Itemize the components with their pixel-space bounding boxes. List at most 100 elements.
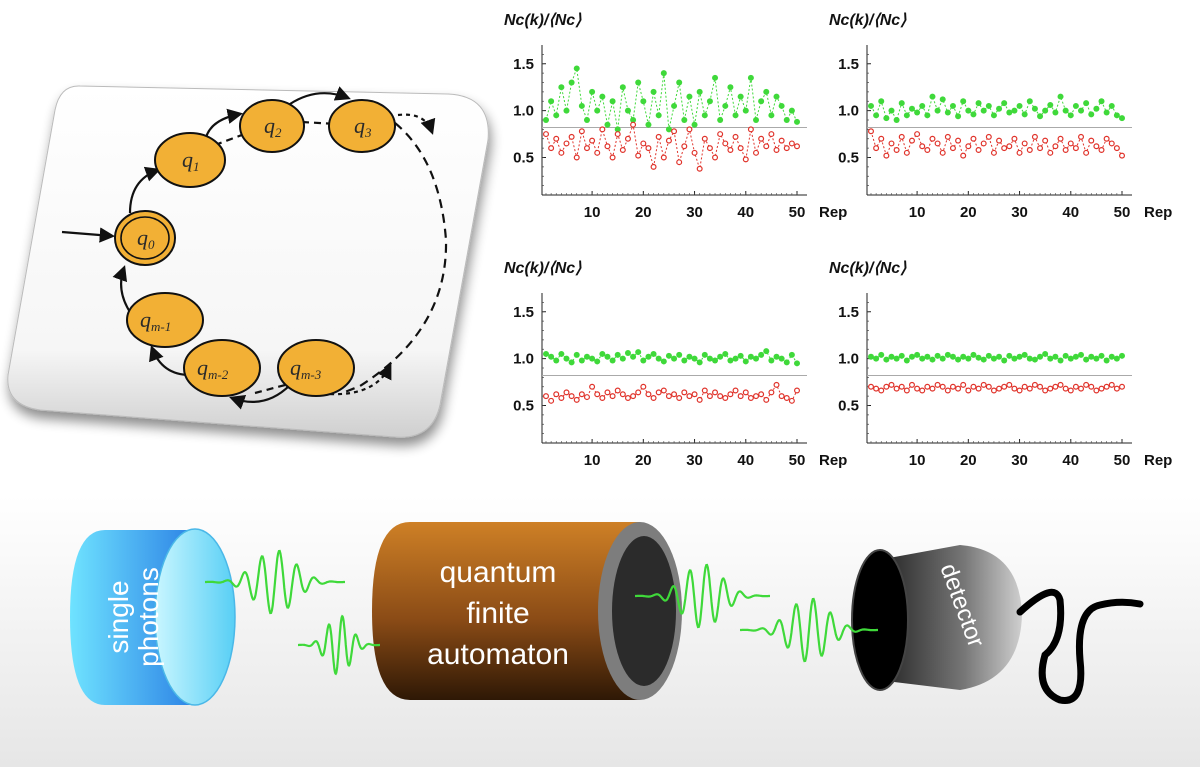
state-q2-label: q2 (264, 113, 282, 140)
data-point (1037, 383, 1044, 390)
data-point (960, 98, 967, 105)
data-point (558, 395, 565, 402)
x-tick-label: 30 (1011, 204, 1028, 221)
data-point (747, 353, 754, 360)
qfa-label-line2: finite (466, 597, 529, 630)
data-point (1047, 385, 1054, 392)
x-tick-label: 40 (737, 452, 754, 469)
data-point (1057, 93, 1064, 100)
data-point (1062, 352, 1069, 359)
data-point (599, 126, 606, 133)
data-point (568, 393, 575, 400)
data-point (883, 356, 890, 363)
data-point (604, 121, 611, 128)
data-point (1078, 351, 1085, 358)
data-point (929, 135, 936, 142)
data-point (1037, 145, 1044, 152)
data-point (706, 393, 713, 400)
data-point (737, 393, 744, 400)
data-point (955, 113, 962, 120)
data-point (929, 356, 936, 363)
data-point (944, 387, 951, 394)
data-point (1042, 137, 1049, 144)
data-point (970, 351, 977, 358)
data-point (1103, 109, 1110, 116)
data-point (1026, 355, 1033, 362)
data-point (655, 112, 662, 119)
data-point (619, 355, 626, 362)
data-point (1021, 111, 1028, 118)
loop-dashed-arc (344, 122, 448, 394)
transition-dashed-qm2-qm3 (254, 383, 286, 395)
data-point (753, 355, 760, 362)
data-point (867, 128, 874, 135)
data-point (1113, 385, 1120, 392)
data-point (712, 74, 719, 81)
data-point (788, 351, 795, 358)
data-point (696, 359, 703, 366)
data-point (583, 353, 590, 360)
data-point (868, 353, 874, 360)
data-point (655, 389, 662, 396)
data-point (548, 145, 555, 152)
data-point (878, 387, 885, 394)
state-qm3-label: qm-3 (290, 355, 322, 382)
data-point (686, 393, 693, 400)
data-point (873, 145, 880, 152)
data-point (630, 353, 637, 360)
data-point (773, 147, 780, 154)
data-point (573, 351, 580, 358)
data-point (722, 395, 729, 402)
data-point (650, 395, 657, 402)
data-point (609, 393, 616, 400)
data-point (660, 358, 667, 365)
data-point (758, 391, 765, 398)
data-point (944, 351, 951, 358)
data-point (594, 391, 601, 398)
data-point (883, 152, 890, 159)
y-axis-label: Nc(k)/⟨Nc⟩ (829, 260, 907, 277)
data-point (1113, 112, 1120, 119)
x-tick-label: 30 (686, 204, 703, 221)
data-point (903, 357, 910, 364)
data-point (758, 351, 765, 358)
data-point (619, 84, 626, 91)
data-point (1072, 102, 1079, 109)
data-point (996, 137, 1003, 144)
x-tick-label: 10 (584, 452, 601, 469)
data-point (1026, 385, 1033, 392)
data-point (1119, 115, 1125, 122)
y-tick-label: 0.5 (838, 398, 859, 415)
y-tick-label: 1.0 (513, 351, 534, 368)
data-point (599, 350, 606, 357)
x-tick-label: 40 (737, 204, 754, 221)
data-point (873, 385, 880, 392)
data-point (619, 147, 626, 154)
data-point (717, 117, 724, 123)
data-point (970, 135, 977, 142)
data-point (1108, 381, 1115, 388)
data-point (1016, 102, 1023, 109)
state-q1-label: q1 (182, 147, 200, 174)
data-point (1057, 135, 1064, 142)
data-point (914, 351, 921, 358)
data-point (553, 135, 560, 142)
data-point (1001, 100, 1008, 107)
data-point (934, 381, 941, 388)
wavepacket-into-detector (740, 597, 878, 663)
data-point (589, 88, 596, 95)
data-point (727, 84, 734, 91)
data-point (944, 109, 951, 116)
x-tick-label: 40 (1062, 452, 1079, 469)
data-point (737, 145, 744, 152)
qfa-cylinder: quantum finite automaton (372, 522, 682, 700)
data-point (589, 383, 596, 390)
data-point (888, 381, 895, 388)
data-point (650, 163, 657, 170)
data-point (778, 355, 785, 362)
chart-3: 1.5 1.0 0.5 10 20 30 40 50 Rep Nc(k)/⟨Nc⟩ (504, 260, 847, 469)
data-point (589, 137, 596, 144)
data-point (706, 355, 713, 362)
data-point (614, 131, 621, 138)
x-tick-label: 20 (635, 204, 652, 221)
